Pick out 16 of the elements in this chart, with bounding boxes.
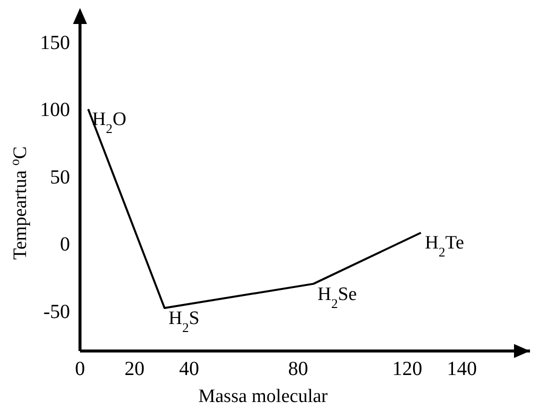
x-axis-title: Massa molecular — [198, 386, 328, 407]
annotation: H$_{2}$Te — [424, 232, 464, 260]
annotation: H$_{2}$O — [92, 109, 126, 136]
x-tick-label: 20 — [124, 358, 145, 380]
x-tick-label: 140 — [446, 358, 477, 380]
y-tick-label: -50 — [43, 300, 70, 323]
x-tick-label: 40 — [179, 358, 200, 380]
x-tick-label: 120 — [392, 358, 422, 380]
y-tick-label: 100 — [40, 99, 70, 122]
x-tick-label: 80 — [288, 358, 308, 380]
y-tick-label: 50 — [50, 166, 70, 188]
annotation: H$_{2}$S — [168, 308, 200, 334]
annotation: H$_{2}$Se — [317, 284, 357, 310]
y-tick-label: 0 — [60, 234, 70, 256]
y-tick-label: 150 — [40, 32, 70, 54]
x-tick-label: 0 — [75, 358, 85, 380]
